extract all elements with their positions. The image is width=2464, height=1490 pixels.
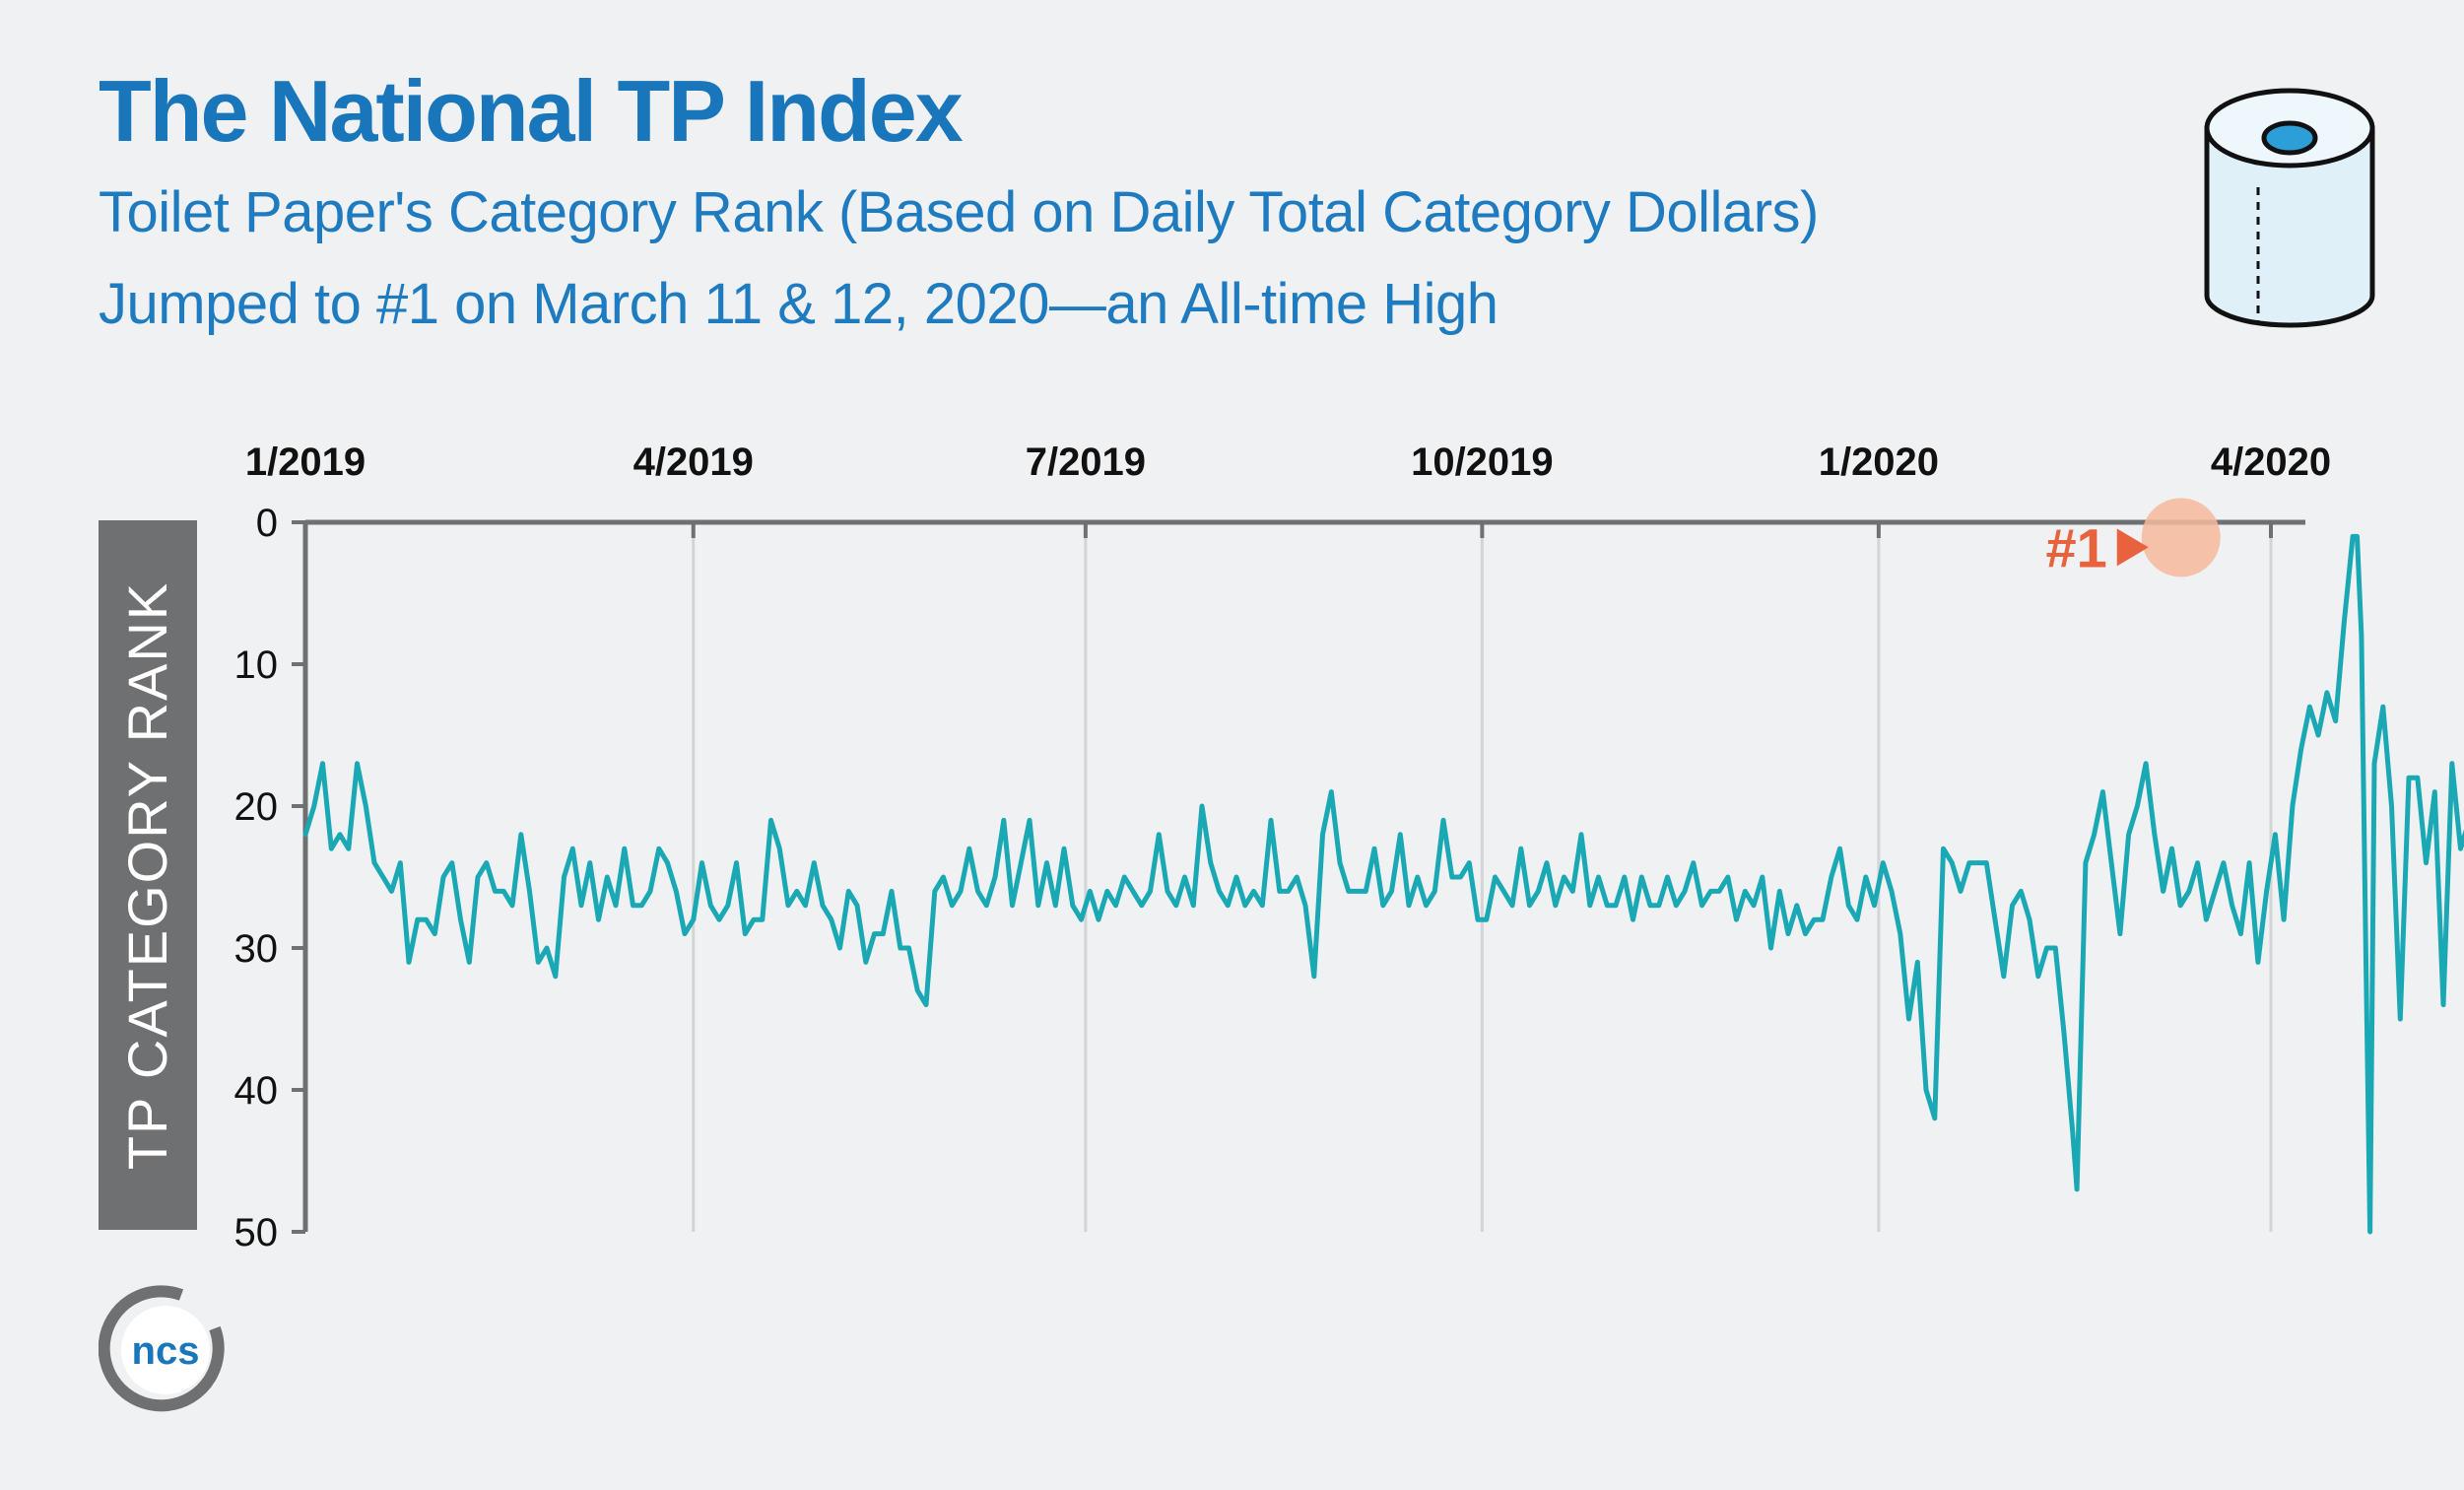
y-axis-label-box: TP CATEGORY RANK xyxy=(99,520,197,1230)
y-tick-label: 0 xyxy=(256,502,278,545)
peak-line-segment xyxy=(2161,846,2192,909)
ncs-logo-inner xyxy=(121,1306,210,1394)
roll-body xyxy=(2204,128,2375,328)
y-tick-label: 50 xyxy=(234,1211,279,1254)
peak-arrow xyxy=(2116,528,2149,567)
toilet-paper-roll-icon xyxy=(2204,88,2375,328)
y-tick-label: 10 xyxy=(234,643,279,687)
peak-highlight-circle xyxy=(2141,498,2221,577)
chart-subtitle-line1: Toilet Paper's Category Rank (Based on D… xyxy=(99,180,1819,244)
y-tick-label: 20 xyxy=(234,785,279,829)
y-tick-label: 30 xyxy=(234,927,279,971)
roll-core xyxy=(2261,120,2318,156)
line-layer xyxy=(302,533,2464,1235)
x-tick-label: 7/2019 xyxy=(1026,440,1146,484)
x-tick-label: 4/2020 xyxy=(2211,440,2331,484)
series-line-tp-rank xyxy=(302,533,2464,1235)
annotation-layer: #1 xyxy=(2045,498,2221,909)
ncs-logo-ring xyxy=(99,1285,225,1412)
axis-layer: 1/2019 4/2019 7/2019 10/2019 1/2020 4/2020 0 10… xyxy=(234,440,2332,1254)
x-tick-label: 1/2019 xyxy=(245,440,366,484)
y-tick-label: 40 xyxy=(234,1069,279,1113)
peak-label: #1 xyxy=(2045,516,2106,578)
x-tick-label: 1/2020 xyxy=(1819,440,1939,484)
ncs-logo-text: ncs xyxy=(132,1329,200,1373)
chart-subtitle-line2: Jumped to #1 on March 11 & 12, 2020—an A… xyxy=(99,272,1498,336)
x-tick-label: 4/2019 xyxy=(633,440,754,484)
x-tick-label: 10/2019 xyxy=(1411,440,1554,484)
chart-title: The National TP Index xyxy=(99,62,964,160)
grid-layer xyxy=(303,522,2273,1232)
ncs-logo: ncs xyxy=(99,1285,225,1412)
